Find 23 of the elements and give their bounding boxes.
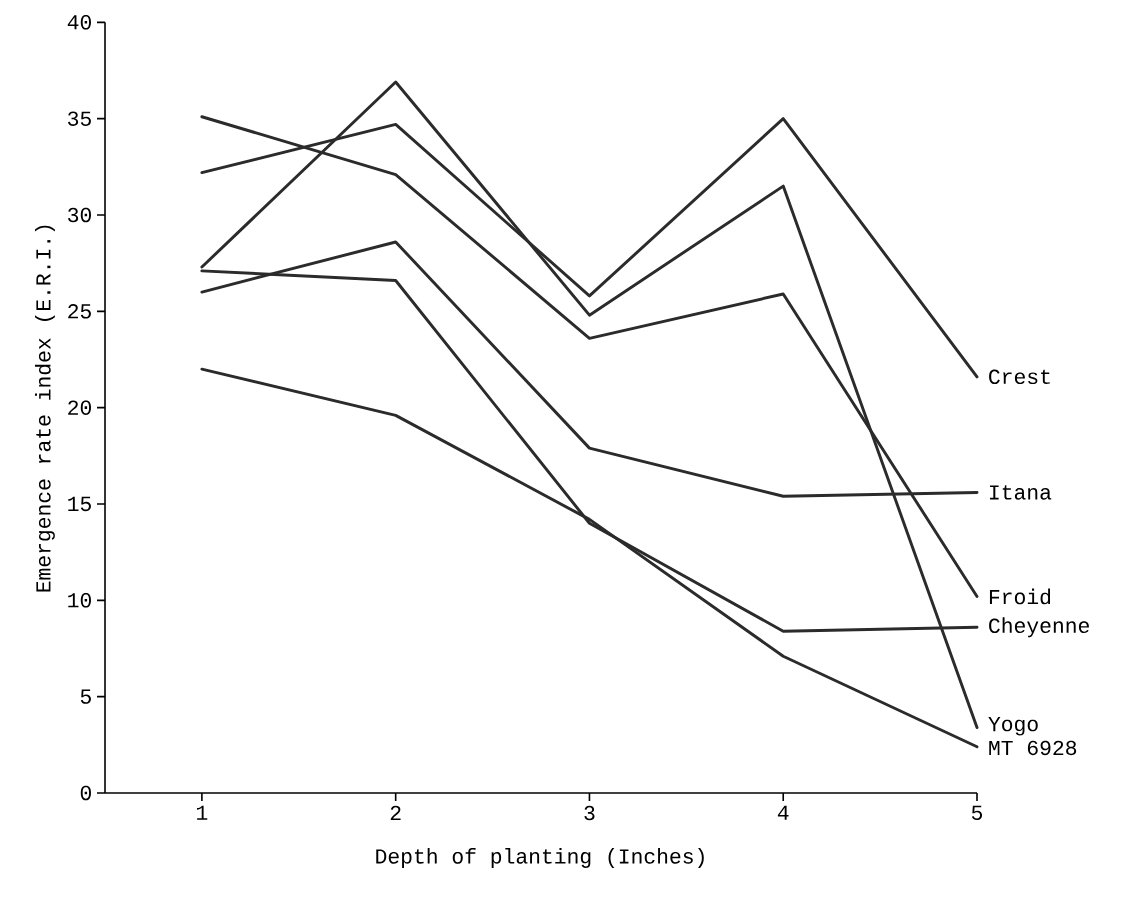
y-tick-label: 40: [67, 15, 91, 30]
series-label: MT 6928: [989, 740, 1077, 756]
y-tick-label: 25: [68, 304, 91, 319]
x-tick-label: 1: [197, 805, 208, 820]
y-tick-label: 5: [80, 689, 91, 704]
y-tick-label: 0: [80, 785, 91, 801]
x-tick-label: 2: [390, 805, 401, 820]
series-label: Crest: [989, 369, 1050, 385]
x-tick-label: 4: [777, 805, 789, 820]
x-tick-label: 3: [584, 805, 595, 821]
y-tick-label: 35: [68, 111, 91, 126]
y-tick-label: 20: [68, 400, 91, 415]
x-axis-title: Depth of planting (Inches): [376, 848, 704, 868]
series-label: Itana: [990, 485, 1052, 500]
y-tick-label: 30: [68, 207, 91, 223]
y-axis-title: Emergence rate index (E.R.I.): [34, 225, 55, 592]
y-tick-label: 10: [68, 593, 91, 608]
line-series: [200, 80, 979, 729]
series-label: Yogo: [988, 717, 1038, 736]
series-label: Froid: [989, 588, 1051, 605]
x-tick-label: 5: [971, 805, 983, 820]
y-tick-label: 15: [68, 496, 91, 512]
series-label: Cheyenne: [989, 617, 1089, 638]
